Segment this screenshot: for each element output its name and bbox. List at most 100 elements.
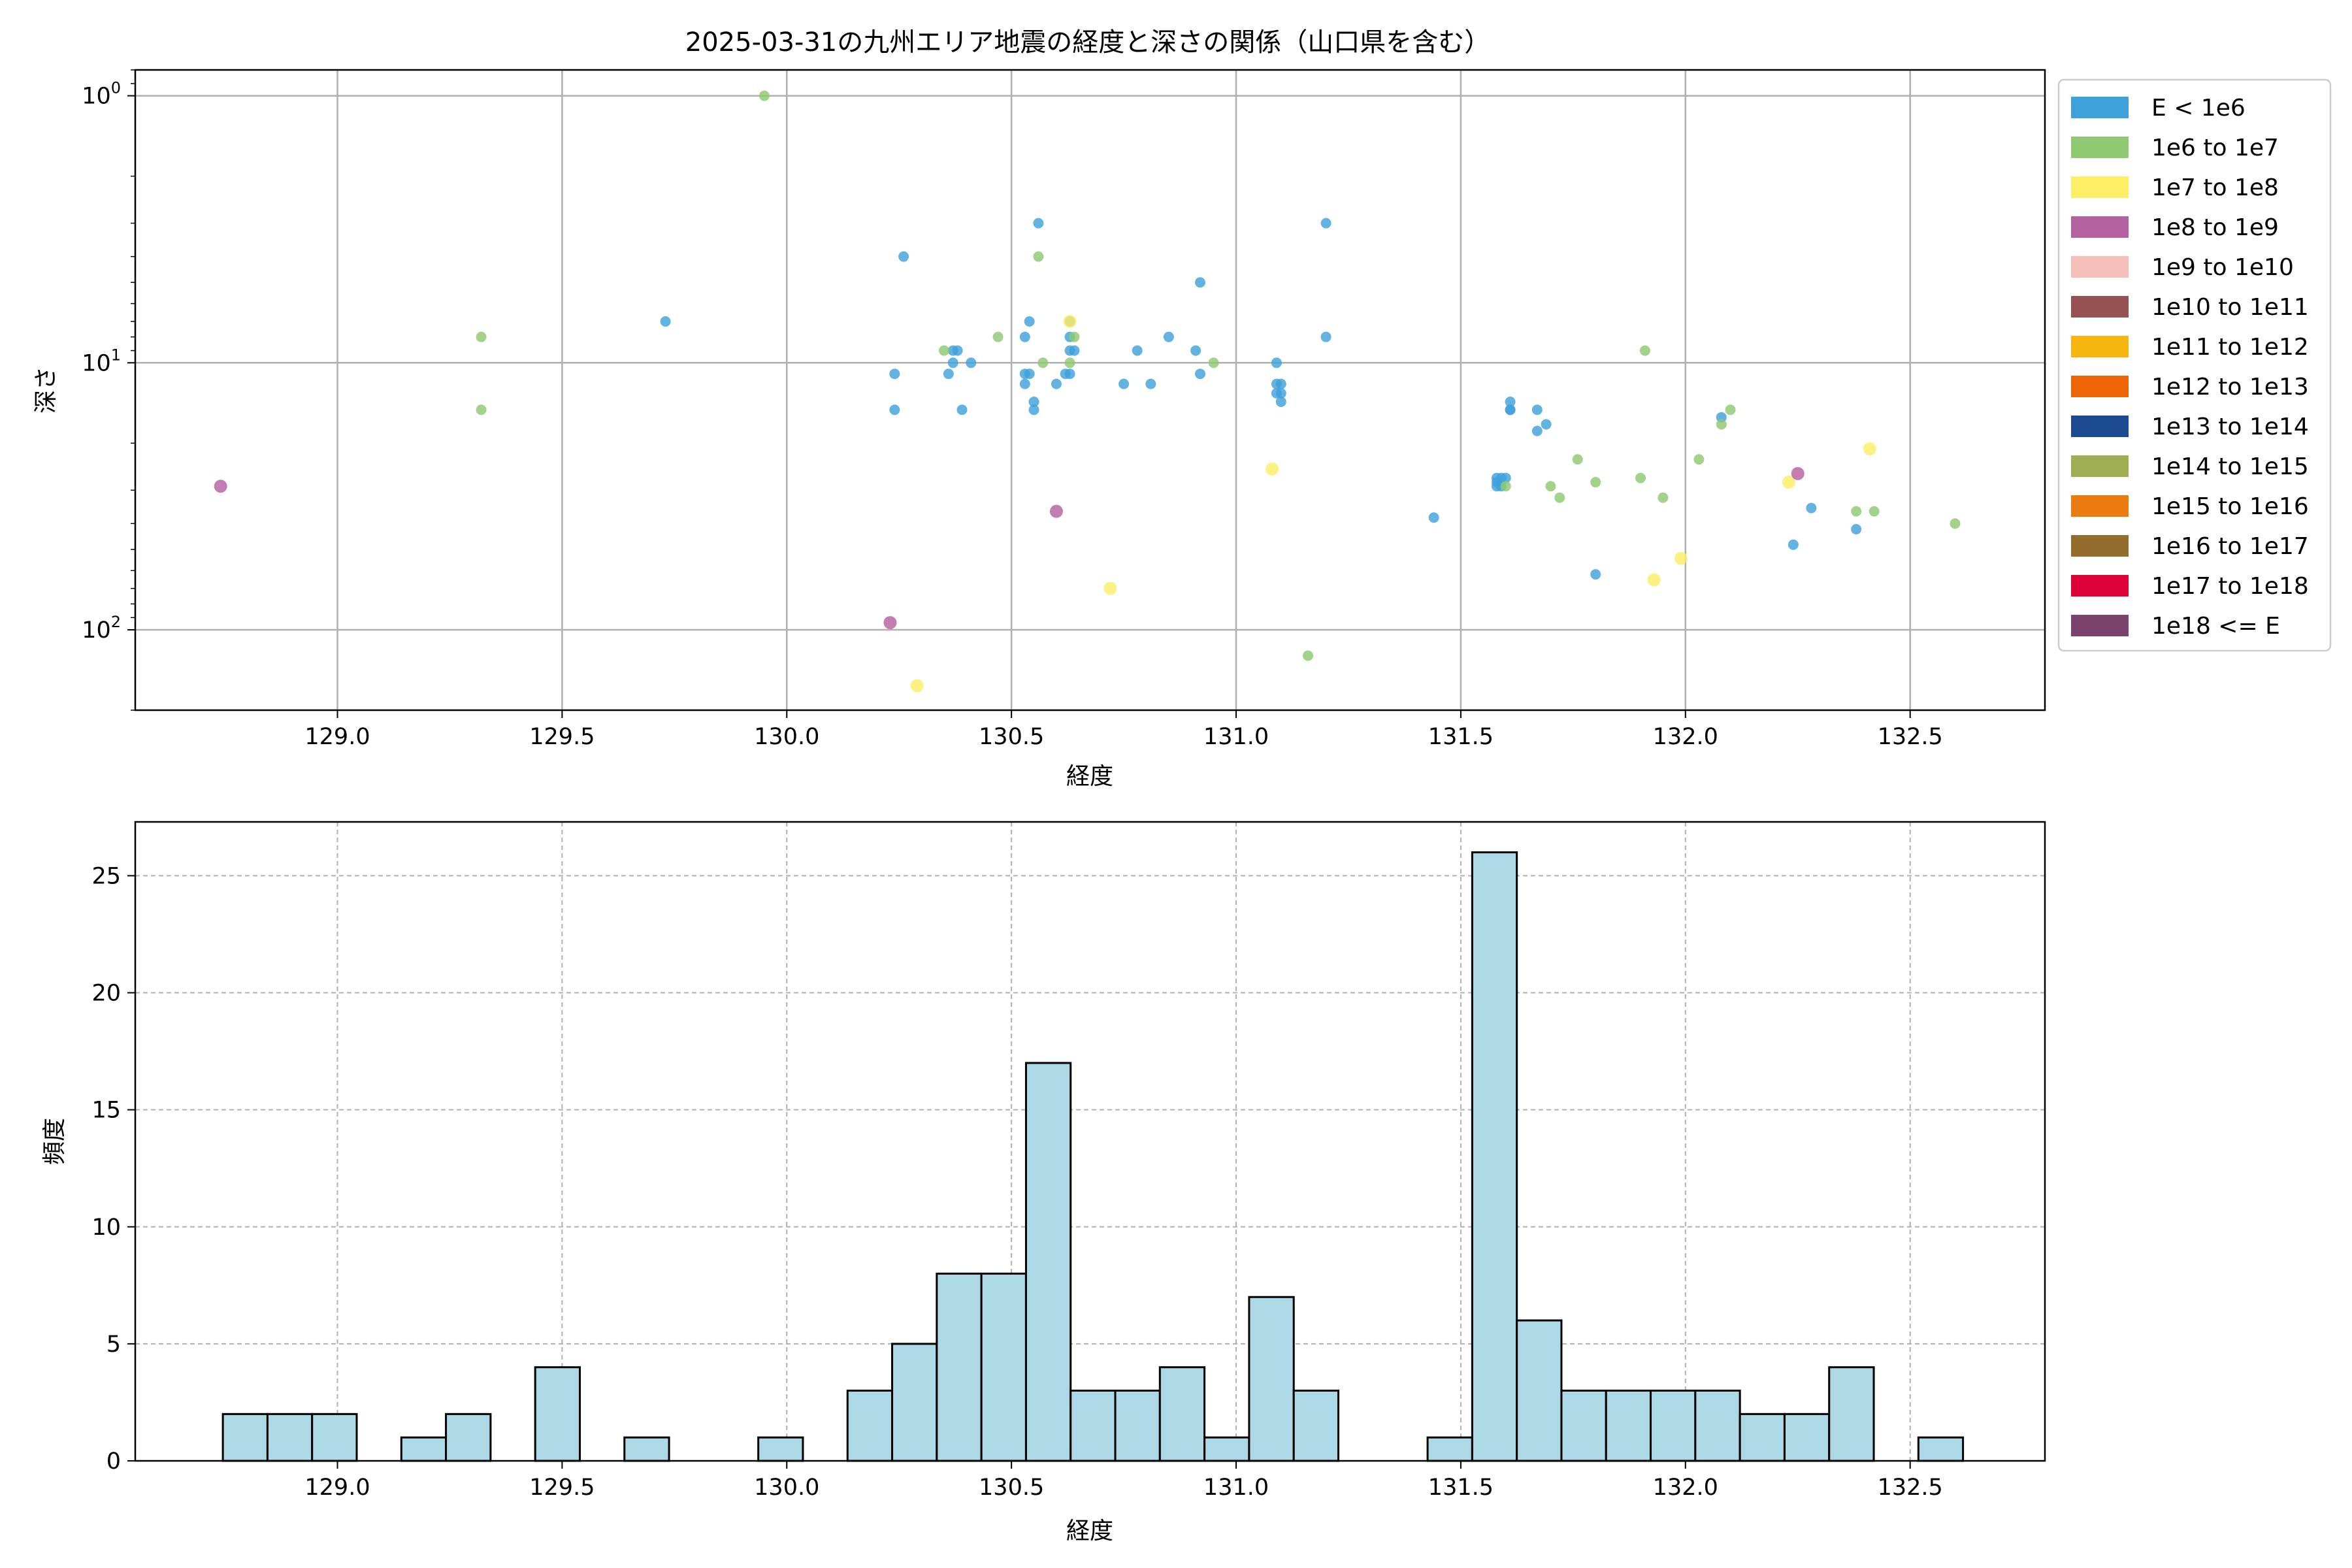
scatter-point	[1791, 466, 1805, 480]
scatter-point	[1851, 506, 1862, 517]
histogram-x-tick-label: 130.5	[979, 1475, 1044, 1501]
scatter-point	[1028, 404, 1039, 416]
legend-label: 1e14 to 1e15	[2151, 453, 2309, 480]
scatter-point	[1033, 218, 1044, 229]
scatter-point	[1541, 419, 1552, 430]
scatter-point	[1320, 331, 1331, 342]
scatter-point	[952, 345, 963, 356]
scatter-x-tick-label: 130.0	[754, 724, 819, 750]
scatter-point	[1275, 397, 1286, 408]
histogram-bar	[846, 1390, 894, 1462]
legend-swatch	[2071, 455, 2129, 477]
scatter-xlabel: 経度	[1066, 763, 1113, 790]
histogram-bar	[1471, 851, 1518, 1462]
legend-items: E < 1e6 1e6 to 1e7 1e7 to 1e8 1e8 to 1e9 1e9…	[2071, 95, 2309, 640]
histogram-x-tick-label: 132.0	[1653, 1475, 1718, 1501]
legend-swatch	[2071, 296, 2129, 318]
scatter-point	[947, 357, 958, 368]
histogram-axes-frame	[134, 821, 2046, 1462]
scatter-point	[889, 368, 900, 380]
histogram-bar	[1783, 1413, 1831, 1462]
scatter-point	[1869, 506, 1880, 517]
legend-label: 1e16 to 1e17	[2151, 533, 2309, 560]
scatter-x-tick-label: 129.0	[304, 724, 370, 750]
histogram-bar	[1917, 1436, 1965, 1462]
histogram-x-tick-label: 129.0	[304, 1475, 370, 1501]
scatter-point	[1019, 378, 1030, 389]
legend-label: 1e12 to 1e13	[2151, 374, 2309, 400]
histogram-gridlines	[135, 822, 2045, 1462]
scatter-point	[1674, 551, 1688, 565]
scatter-point	[1590, 477, 1601, 488]
legend-swatch	[2071, 176, 2129, 198]
scatter-point	[1049, 504, 1063, 518]
legend-swatch	[2071, 256, 2129, 278]
histogram-bar	[1024, 1062, 1072, 1462]
scatter-point	[1782, 476, 1795, 489]
histogram-bar	[1605, 1390, 1652, 1462]
scatter-point	[1572, 454, 1583, 465]
scatter-x-tick-label: 130.5	[979, 724, 1044, 750]
scatter-point	[1491, 481, 1502, 492]
scatter-title: 2025-03-31の九州エリア地震の経度と深さの関係（山口県を含む）	[685, 27, 1490, 57]
scatter-point	[992, 331, 1004, 342]
histogram-bar	[1070, 1390, 1117, 1462]
scatter-point	[1639, 345, 1650, 356]
scatter-point	[956, 404, 968, 416]
scatter-point	[1500, 472, 1511, 483]
histogram-bar	[1248, 1296, 1295, 1462]
scatter-point	[759, 90, 770, 101]
scatter-point	[1208, 357, 1219, 368]
scatter-point	[1069, 345, 1080, 356]
scatter-x-tick-label: 131.5	[1428, 724, 1494, 750]
scatter-point	[1806, 502, 1817, 514]
legend-swatch	[2071, 615, 2129, 636]
scatter-point	[1028, 397, 1039, 408]
scatter-gridlines	[135, 70, 2045, 710]
scatter-point	[214, 480, 227, 493]
histogram-x-tick-label: 131.5	[1428, 1475, 1494, 1501]
legend-label: 1e10 to 1e11	[2151, 294, 2309, 321]
scatter-point	[1063, 314, 1077, 328]
scatter-point	[1505, 404, 1516, 416]
scatter-point	[1019, 331, 1030, 342]
histogram-bar	[1114, 1390, 1161, 1462]
histogram-x-tick-label: 130.0	[754, 1475, 819, 1501]
scatter-point	[898, 251, 909, 262]
histogram-y-tick-label: 10	[91, 1215, 121, 1241]
scatter-point	[1428, 512, 1439, 523]
scatter-point	[1060, 368, 1071, 380]
legend-label: 1e15 to 1e16	[2151, 493, 2309, 520]
scatter-point	[1716, 419, 1727, 430]
histogram-bar	[1426, 1436, 1473, 1462]
scatter-point	[1064, 357, 1075, 368]
scatter-point	[1271, 357, 1282, 368]
histogram-bar	[534, 1366, 581, 1462]
legend-swatch	[2071, 336, 2129, 357]
scatter-point	[1531, 425, 1543, 436]
scatter-point	[1195, 277, 1206, 288]
scatter-point	[1320, 218, 1331, 229]
legend-label: E < 1e6	[2151, 95, 2246, 122]
scatter-point	[1635, 472, 1646, 483]
legend-label: 1e8 to 1e9	[2151, 214, 2279, 241]
scatter-point	[910, 679, 924, 693]
scatter-point	[1303, 650, 1314, 661]
scatter-point	[1545, 481, 1556, 492]
histogram-bar	[221, 1413, 269, 1462]
legend-swatch	[2071, 216, 2129, 238]
legend-label: 1e17 to 1e18	[2151, 573, 2309, 600]
legend-label: 1e7 to 1e8	[2151, 174, 2279, 201]
scatter-point	[476, 404, 487, 416]
histogram-bar	[1203, 1436, 1250, 1462]
histogram-bar	[1650, 1390, 1697, 1462]
histogram-bar	[1828, 1366, 1875, 1462]
legend-swatch	[2071, 376, 2129, 397]
scatter-point	[1190, 345, 1201, 356]
scatter-point	[1788, 539, 1799, 550]
histogram-y-tick-label: 0	[106, 1448, 121, 1475]
scatter-point	[476, 331, 487, 342]
legend-label: 1e11 to 1e12	[2151, 334, 2309, 361]
histogram-bar	[1516, 1319, 1563, 1462]
